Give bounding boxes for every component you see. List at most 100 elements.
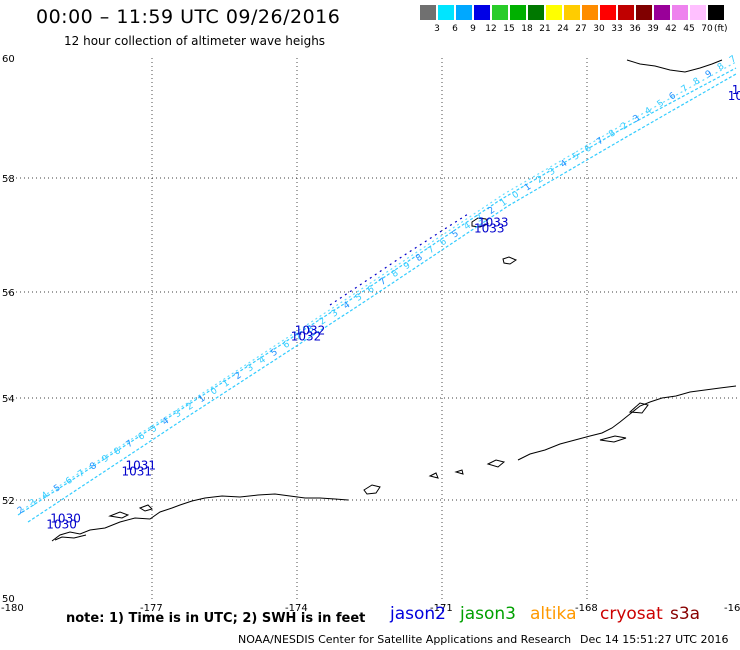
track-digit: 2 [185,401,195,412]
legend-label: 12 [485,24,497,34]
satellite-cryosat: cryosat [600,604,663,624]
track-digit: 7 [294,332,304,343]
track-digit: 4 [462,221,473,233]
track-digit: 3 [330,308,340,319]
lon-ticks: -180 -177 -174 -171 -168 -16 [1,603,740,614]
legend-label: 24 [557,24,569,34]
track-digit: 9 [100,453,111,465]
legend-label: 33 [611,24,623,34]
track-digit: 5 [354,292,364,303]
pass-label: 1033 [478,215,509,229]
track-digit: 6 [668,91,679,103]
legend-swatch [708,5,724,20]
track-digit: 6 [366,284,377,296]
track-digit: 0 [511,190,522,202]
track-digit: 7 [378,276,388,287]
track-digit: 6 [583,143,594,155]
track-digit: 1 [221,378,231,389]
legend-swatch [456,5,472,20]
track-digit: 5 [571,151,581,162]
coastlines [51,59,737,542]
legend-swatch [528,5,544,20]
satellite-jason2: jason2 [390,604,446,624]
legend-swatch [510,5,526,20]
track-digit: 9 [402,260,413,272]
track-digit: 4 [40,490,51,502]
track-digit: 2 [619,121,629,132]
legend-label: 36 [629,24,641,34]
lat-tick-label: 58 [2,174,15,185]
track-digit: 6 [64,476,75,488]
track-digit: 4 [559,159,570,171]
legend-label: 18 [521,24,533,34]
lat-tick-label: 56 [2,288,15,299]
legend-swatch [546,5,562,20]
track-digit: 2 [318,316,328,327]
track-digit: 7 [680,84,690,95]
track-digit: 7 [426,245,436,256]
legend-label: 42 [665,24,677,34]
map-grid [8,58,737,600]
lon-tick-label: -177 [140,603,163,614]
pass-labels: 1030103010311031103210321033103310341034 [46,83,740,532]
pass-label: 1032 [291,329,322,343]
legend-label: 27 [575,24,587,34]
legend-swatch [600,5,616,20]
pass-label: 1030 [46,518,77,532]
pass-label: 1034 [728,89,740,103]
legend-swatch [492,5,508,20]
credit-line: NOAA/NESDIS Center for Satellite Applica… [238,633,572,646]
legend-swatch [618,5,634,20]
legend-label: 3 [434,24,440,34]
track-digit: 4 [342,300,353,312]
legend-label: 9 [470,24,476,34]
pass-label: 1032 [295,323,326,337]
pass-label: 1033 [474,221,505,235]
map-title: 00:00 – 11:59 UTC 09/26/2016 [36,6,341,28]
track-digit: 3 [631,113,641,124]
satellite-jason3: jason3 [460,604,516,624]
legend-label: 30 [593,24,605,34]
legend-label: 15 [503,24,515,34]
track-digit: 8 [88,461,99,473]
track-digit: 1 [197,394,207,405]
legend-label: 45 [683,24,695,34]
lon-tick-label: -168 [575,603,598,614]
legend-label: 6 [452,24,458,34]
track-digit: 6 [281,339,292,351]
track-digit: 5 [149,424,159,435]
track-digit: 2 [487,205,497,216]
legend-swatch [690,5,706,20]
track-digit: 8 [692,76,703,88]
track-digit: 7 [728,54,738,65]
lon-tick-label: -174 [285,603,308,614]
legend-swatch [420,5,436,20]
track-digit: 3 [547,166,557,177]
legend-swatch [474,5,490,20]
legend-swatch [582,5,598,20]
legend-label: 39 [647,24,659,34]
footer-note: note: 1) Time is in UTC; 2) SWH is in fe… [66,611,366,626]
track-digit: 8 [390,268,401,280]
track-digit: 5 [52,483,62,494]
satellite-altika: altika [530,604,577,624]
track-digit: 4 [257,355,268,367]
track-digit: 3 [245,363,255,374]
track-digit: 5 [450,229,460,240]
legend-label: 21 [539,24,551,34]
legend-swatch [564,5,580,20]
track-digit: 8 [716,61,727,73]
track-digit: 2 [535,174,545,185]
track-digit: 4 [161,416,172,428]
legend-swatch [636,5,652,20]
track-digit: 8 [414,252,425,264]
pass-label: 1031 [122,464,153,478]
track-digit: 7 [76,468,86,479]
track-digit: 8 [607,128,618,140]
track-digit: 8 [113,446,124,458]
lat-ticks: 60 58 56 54 52 50 [2,54,15,605]
legend-swatch [654,5,670,20]
lon-tick-label: -16 [724,603,740,614]
track-digit: 2 [16,505,26,516]
